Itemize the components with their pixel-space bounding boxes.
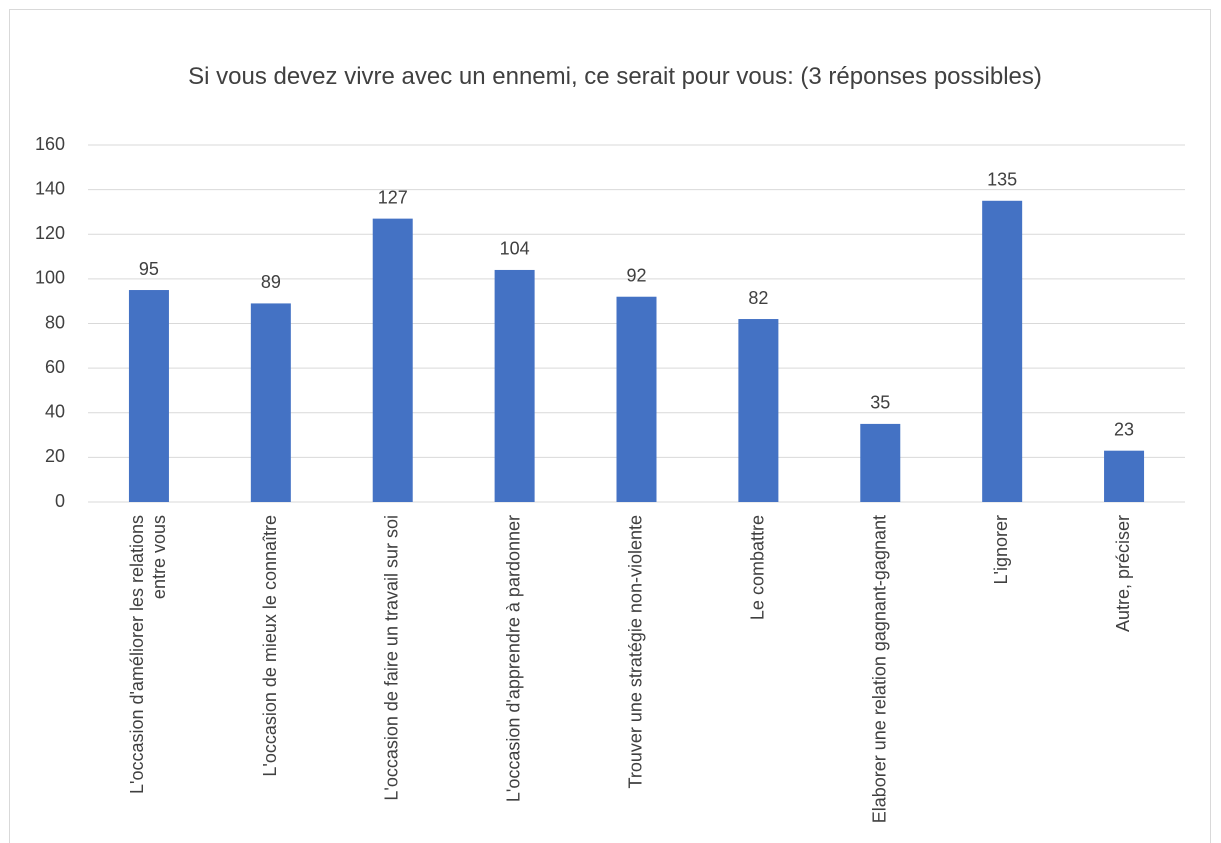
bar — [494, 269, 535, 502]
value-label: 35 — [870, 393, 890, 413]
bar — [250, 303, 291, 502]
bar — [860, 423, 901, 502]
text-line: Autre, préciser — [1113, 515, 1133, 632]
bar — [128, 290, 169, 502]
y-tick-label: 120 — [35, 223, 65, 243]
y-tick-label: 40 — [45, 402, 65, 422]
bar — [616, 296, 657, 502]
value-label: 23 — [1114, 419, 1134, 439]
bar — [738, 319, 779, 502]
chart-title: Si vous devez vivre avec un ennemi, ce s… — [188, 63, 1042, 90]
y-tick-label: 20 — [45, 446, 65, 466]
x-tick-label: Autre, préciser — [1113, 515, 1133, 632]
value-label: 92 — [626, 265, 646, 285]
bar — [1104, 450, 1145, 502]
x-tick-label: L'occasion de mieux le connaître — [260, 515, 280, 777]
y-tick-label: 80 — [45, 312, 65, 332]
text-line: Trouver une stratégie non-violente — [625, 515, 645, 789]
value-label: 89 — [261, 272, 281, 292]
text-line: Si vous devez vivre avec un ennemi, ce s… — [188, 63, 1042, 90]
y-tick-label: 0 — [55, 491, 65, 511]
text-line: Le combattre — [747, 515, 767, 620]
value-label: 82 — [748, 288, 768, 308]
text-line: L'occasion de faire un travail sur soi — [381, 515, 401, 801]
y-tick-label: 100 — [35, 268, 65, 288]
x-tick-label: Elaborer une relation gagnant-gagnant — [869, 515, 889, 823]
value-label: 95 — [139, 259, 159, 279]
text-line: L'ignorer — [991, 515, 1011, 584]
text-line: L'occasion d'améliorer les relations — [127, 515, 147, 794]
x-tick-label: L'occasion de faire un travail sur soi — [381, 515, 401, 801]
x-tick-label: Le combattre — [747, 515, 767, 620]
x-tick-label: L'occasion d'améliorer les relations entr… — [127, 515, 169, 794]
x-tick-label: Trouver une stratégie non-violente — [625, 515, 645, 789]
value-label: 127 — [378, 187, 408, 207]
chart-border — [9, 9, 1211, 843]
value-label: 135 — [987, 170, 1017, 190]
text-line: L'occasion d'apprendre à pardonner — [503, 515, 523, 802]
bar — [982, 200, 1023, 502]
y-tick-label: 140 — [35, 178, 65, 198]
x-tick-label: L'ignorer — [991, 515, 1011, 584]
text-line: entre vous — [149, 515, 169, 599]
value-label: 104 — [500, 239, 530, 259]
y-tick-label: 160 — [35, 134, 65, 154]
text-line: Elaborer une relation gagnant-gagnant — [869, 515, 889, 823]
bar — [372, 218, 413, 502]
text-line: L'occasion de mieux le connaître — [260, 515, 280, 777]
y-tick-label: 60 — [45, 357, 65, 377]
x-tick-label: L'occasion d'apprendre à pardonner — [503, 515, 523, 802]
